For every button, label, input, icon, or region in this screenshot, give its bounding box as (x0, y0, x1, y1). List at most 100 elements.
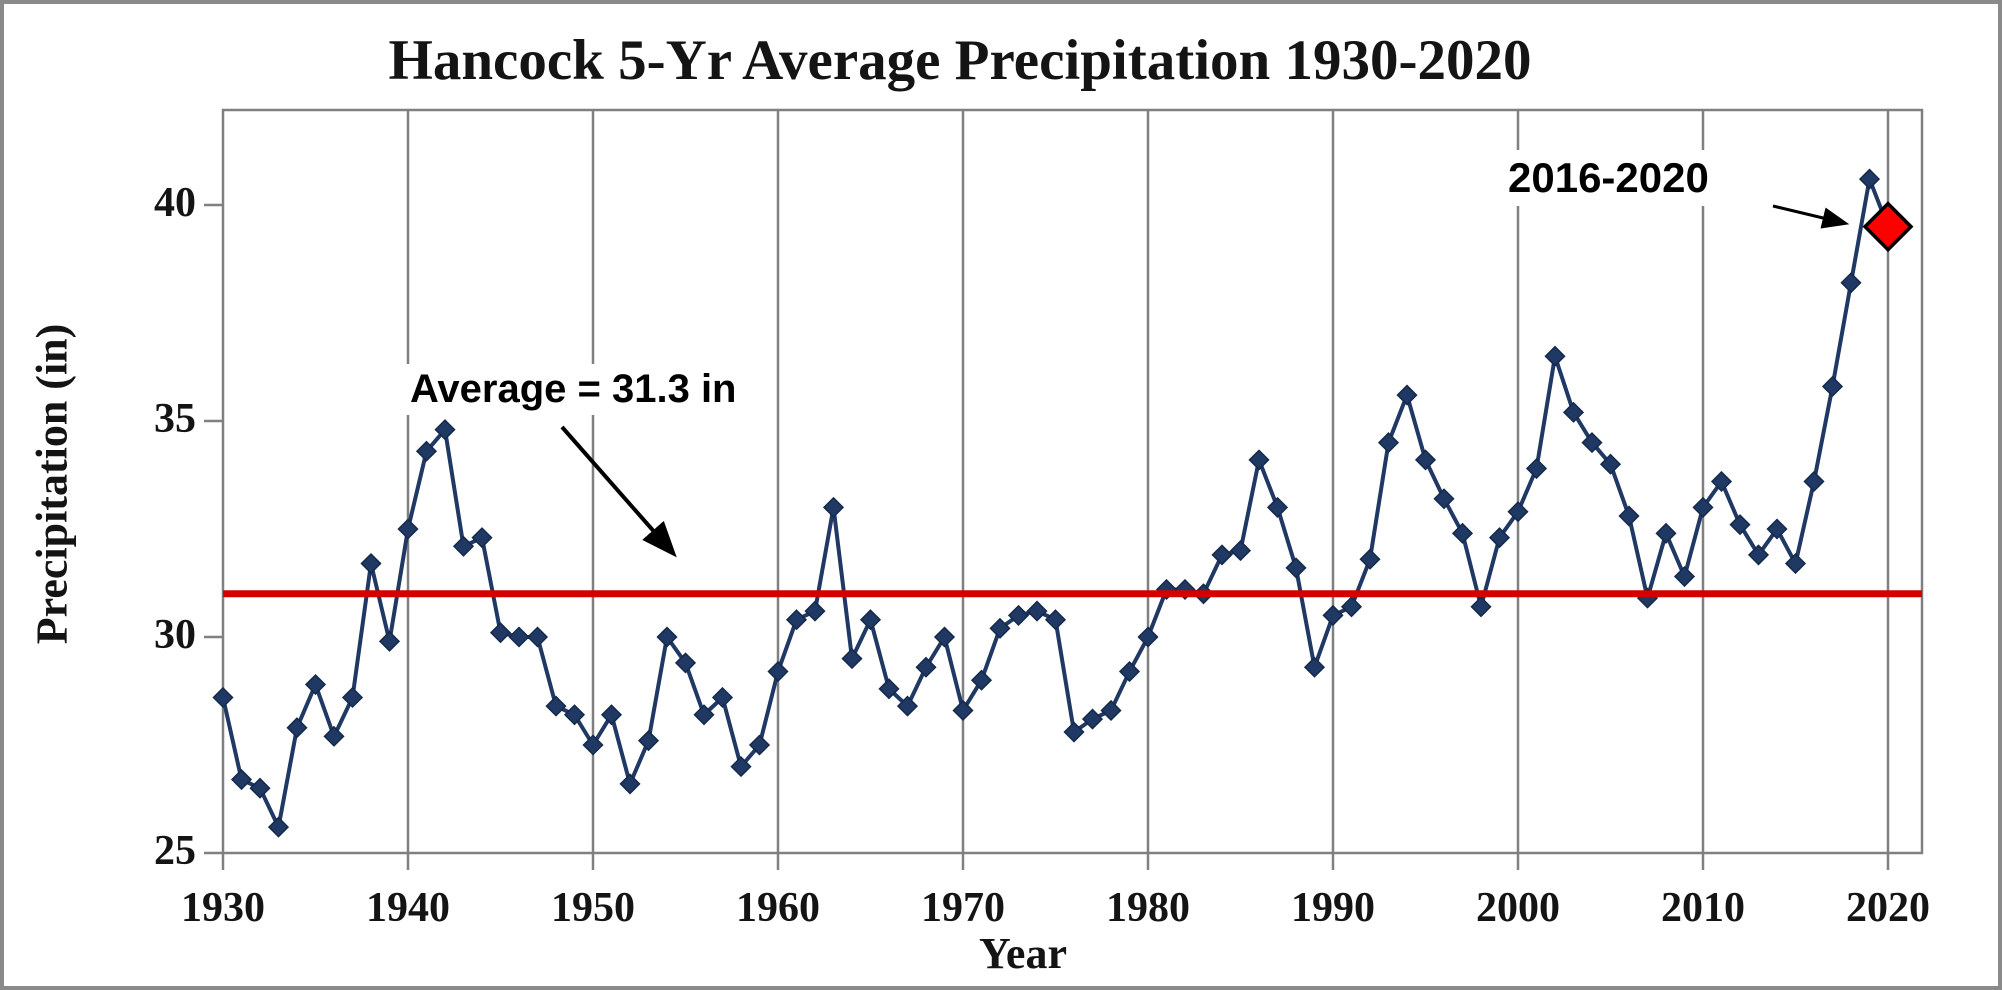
x-tick-label-2000: 2000 (1476, 885, 1560, 931)
data-point-diamond (804, 600, 826, 622)
data-point-diamond (656, 626, 678, 648)
x-tick-label-1990: 1990 (1291, 885, 1375, 931)
highlight-diamond-2016-2020 (1862, 201, 1914, 253)
data-point-diamond (1266, 496, 1289, 518)
data-point-diamond (1433, 488, 1455, 510)
data-point-diamond (1248, 449, 1270, 471)
data-point-diamond (878, 678, 900, 700)
x-tick-label-1970: 1970 (921, 885, 1005, 931)
data-point-diamond (767, 660, 789, 683)
x-tick-label-1950: 1950 (551, 885, 635, 931)
data-point-diamond (730, 756, 752, 778)
data-point-diamond (378, 630, 401, 652)
data-point-diamond (1026, 600, 1048, 622)
data-point-diamond (1229, 540, 1252, 562)
data-point-diamond (545, 695, 567, 717)
chart-title: Hancock 5-Yr Average Precipitation 1930-… (388, 29, 1532, 92)
data-point-diamond (1396, 384, 1418, 406)
data-point-diamond (286, 717, 308, 739)
data-point-diamond (1803, 470, 1825, 493)
data-point-diamond (989, 617, 1011, 639)
average-annotation: Average = 31.3 in (402, 364, 745, 415)
data-point-diamond (1525, 457, 1548, 480)
data-point-diamond (1766, 518, 1788, 540)
data-point-diamond (933, 626, 956, 648)
data-point-diamond (1747, 544, 1770, 566)
data-point-diamond (748, 734, 771, 756)
data-point-diamond (952, 699, 974, 722)
data-point-diamond (1470, 596, 1492, 618)
data-point-diamond (1488, 527, 1511, 549)
data-point-diamond (249, 777, 271, 799)
y-tick-label-35: 35 (154, 396, 196, 443)
data-point-diamond (1673, 565, 1696, 588)
plot-frame (221, 108, 1924, 855)
data-point-diamond (1414, 449, 1437, 471)
data-point-diamond (841, 648, 863, 670)
data-point-diamond (1118, 660, 1141, 683)
data-point-diamond (526, 626, 549, 648)
y-tick-label-25: 25 (154, 828, 196, 875)
data-point-diamond (1821, 375, 1844, 398)
y-tick-label-40: 40 (154, 180, 196, 227)
x-tick-label-1980: 1980 (1106, 885, 1190, 931)
data-point-diamond (859, 609, 882, 631)
average-arrow (560, 425, 677, 558)
data-point-diamond (711, 686, 734, 709)
data-point-diamond (674, 652, 697, 674)
x-axis-title: Year (979, 929, 1067, 978)
y-axis-title: Precipitation (in) (27, 323, 77, 645)
data-point-diamond (582, 734, 604, 756)
data-point-diamond (1322, 604, 1344, 626)
data-point-diamond (341, 686, 364, 709)
x-tick-label-1960: 1960 (736, 885, 820, 931)
x-tick-label-2020: 2020 (1846, 885, 1930, 931)
data-point-diamond (1063, 721, 1085, 743)
x-tick-label-1940: 1940 (366, 885, 450, 931)
data-point-diamond (1081, 708, 1104, 730)
data-point-diamond (822, 496, 845, 518)
final-period-annotation: 2016-2020 (1496, 150, 1721, 206)
data-point-diamond (434, 419, 456, 441)
data-point-diamond (508, 626, 530, 648)
data-point-diamond (1044, 609, 1067, 631)
data-point-diamond (1840, 272, 1862, 294)
data-point-diamond (1211, 544, 1233, 566)
data-point-diamond (1544, 345, 1566, 367)
data-point-diamond (1285, 557, 1307, 579)
data-point-diamond (1507, 501, 1529, 523)
data-point-diamond (785, 609, 808, 631)
data-point-diamond (1784, 552, 1807, 575)
data-point-diamond (1710, 470, 1733, 493)
data-point-diamond (896, 695, 919, 717)
precipitation-line (221, 177, 1890, 830)
data-point-diamond (1562, 401, 1585, 423)
data-point-diamond (600, 704, 623, 726)
data-point-diamond (1377, 432, 1400, 454)
data-point-diamond (304, 673, 327, 696)
data-point-diamond (637, 730, 660, 752)
data-point-diamond (452, 535, 475, 557)
x-tick-label-2010: 2010 (1661, 885, 1745, 931)
data-point-diamond (1599, 453, 1622, 475)
data-point-diamond (1340, 596, 1363, 618)
data-point-diamond (267, 816, 290, 838)
data-point-diamond (230, 768, 253, 791)
data-point-diamond (563, 704, 586, 726)
final-period-arrow (1772, 204, 1850, 229)
data-point-diamond (360, 552, 382, 575)
data-point-diamond (1581, 432, 1603, 454)
data-point-diamond (693, 704, 715, 726)
data-point-diamond (1100, 699, 1122, 722)
y-tick-label-30: 30 (154, 612, 196, 659)
data-point-diamond (1729, 514, 1751, 536)
data-point-diamond (1007, 604, 1030, 626)
data-point-diamond (415, 440, 438, 462)
data-point-diamond (1359, 548, 1381, 570)
data-point-diamond (619, 773, 641, 795)
data-point-diamond (471, 527, 493, 549)
data-point-diamond (1655, 522, 1677, 544)
data-point-diamond (397, 518, 419, 540)
